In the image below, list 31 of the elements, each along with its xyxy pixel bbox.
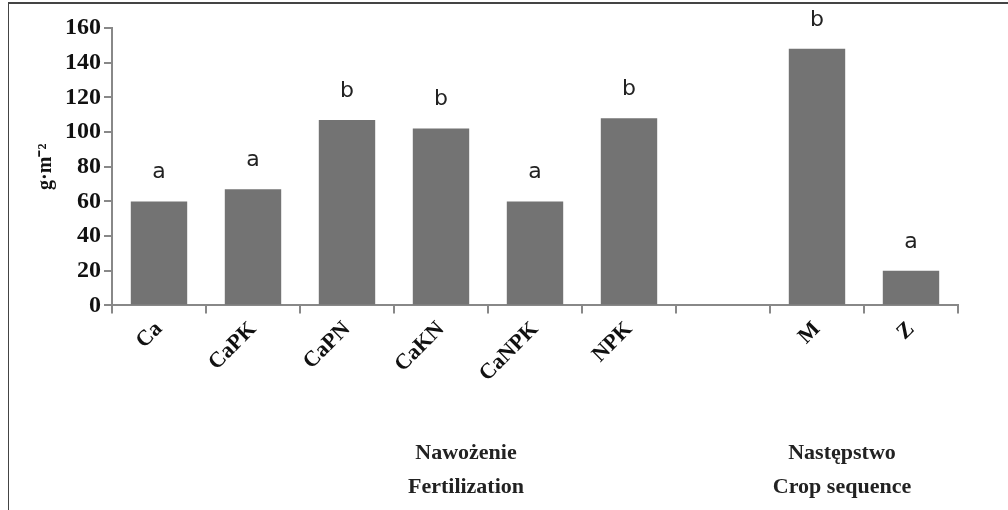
bar bbox=[788, 48, 846, 305]
bar bbox=[506, 201, 564, 305]
bar bbox=[600, 118, 658, 305]
y-tick-label: 20 bbox=[77, 256, 101, 282]
bar bbox=[130, 201, 188, 305]
data-label: a bbox=[904, 227, 918, 253]
x-tick-label: M bbox=[792, 315, 825, 349]
y-tick-label: 60 bbox=[77, 186, 101, 213]
data-label: a bbox=[152, 158, 166, 184]
y-tick-label: 0 bbox=[89, 290, 101, 317]
data-label: a bbox=[528, 158, 542, 184]
y-tick-label: 80 bbox=[77, 151, 101, 178]
data-label: b bbox=[622, 74, 636, 100]
data-label: b bbox=[340, 76, 354, 102]
x-tick-label: Ca bbox=[129, 315, 167, 353]
data-label: b bbox=[810, 5, 824, 31]
data-label: b bbox=[434, 85, 448, 111]
text: Następstwo Crop sequence bbox=[772, 438, 912, 498]
bar bbox=[224, 189, 282, 305]
y-tick-label: 160 bbox=[65, 13, 101, 40]
y-tick-label: 140 bbox=[65, 47, 101, 74]
x-tick-label: Z bbox=[890, 315, 919, 344]
y-tick-label: 40 bbox=[77, 221, 101, 248]
bar bbox=[882, 270, 940, 305]
y-axis-title: g·m⁻² bbox=[33, 143, 57, 190]
y-tick-label: 120 bbox=[65, 82, 101, 109]
bar bbox=[412, 128, 470, 305]
data-label: a bbox=[246, 146, 260, 172]
y-tick-label: 100 bbox=[65, 117, 101, 144]
text: Nawożenie Fertilization bbox=[407, 438, 525, 498]
bar bbox=[318, 119, 376, 305]
